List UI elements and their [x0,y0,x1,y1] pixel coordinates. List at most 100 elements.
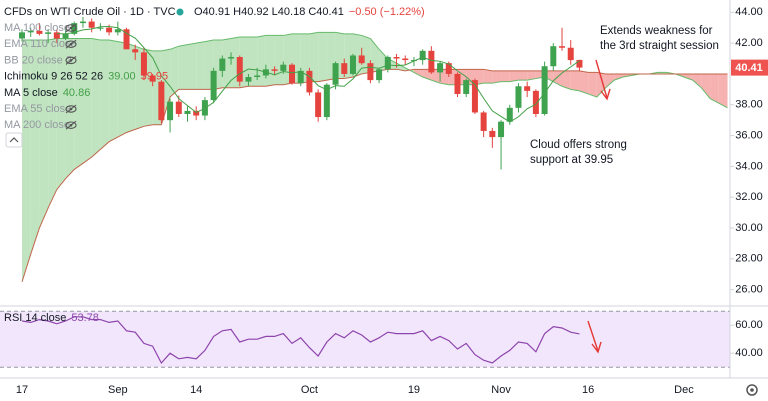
candle-body [236,56,243,82]
gear-center [750,388,754,392]
candle-body [167,101,174,121]
candle-body [254,75,261,78]
candle-body [471,80,478,113]
candle-body [550,46,557,67]
legend-entry: EMA 110 close [4,38,77,50]
visibility-toggle[interactable] [65,39,77,49]
annotation: the 3rd straight session [600,40,719,52]
visibility-toggle[interactable] [65,23,77,33]
candle-body [419,50,426,61]
visibility-toggle[interactable] [65,55,77,65]
x-tick-label: Nov [491,384,511,396]
candle-body [88,21,95,28]
y-tick-label: 34.00 [735,160,763,172]
annotation: Extends weakness for [600,25,713,37]
candle-body [567,47,574,61]
eye-icon [65,24,77,32]
y-tick-label: 28.00 [735,253,763,265]
cloud-segment [126,43,136,133]
candle-body [376,69,383,81]
candle-body [53,32,60,39]
collapse-button[interactable] [5,132,23,148]
cloud-segment [82,38,92,164]
legend-value: 53.78 [71,312,99,324]
candle-body [297,70,304,84]
candle-body [349,55,356,74]
legend-name: MA 200 close [4,119,70,131]
candle-body [489,130,496,138]
candle-body [132,49,139,53]
settings-icon[interactable] [746,384,758,396]
y-tick-label: 36.00 [735,129,763,141]
candle-body [228,56,235,59]
candle-body [184,110,191,114]
candle-body [175,101,182,114]
cloud-segment [178,44,188,90]
legend-name: MA 5 close [4,87,58,99]
legend-entry: MA 200 close [4,119,70,131]
candle-body [19,32,25,39]
y-tick-label: 40.00 [735,347,763,359]
eye-slash [65,23,77,33]
candle-body [515,86,522,108]
candle-body [323,84,330,118]
legend-name: RSI 14 close [4,312,66,324]
legend-name: EMA 110 close [4,38,77,50]
candle-body [315,92,322,118]
candle-body [384,56,391,70]
rsi-band [0,311,730,368]
gear[interactable] [746,384,758,396]
candle-body [158,81,165,121]
legend-entry: BB 20 close 2 [4,54,72,66]
candle-body [367,63,374,81]
visibility-toggle[interactable] [65,104,77,114]
cloud-segment [117,41,127,138]
cloud-segment [274,35,284,85]
cloud-segment [48,38,57,208]
span-a-line [22,31,728,109]
ma-line [56,25,580,123]
cloud-segment [492,70,502,84]
candle-body [437,63,444,73]
candle-body [445,63,452,74]
cloud-segment [518,70,528,81]
cloud-segment [109,40,118,142]
eye-slash [65,120,77,130]
cloud-segment [431,69,441,84]
eye-slash [65,55,77,65]
cloud-segment [300,33,310,84]
x-tick-label: 19 [408,384,420,396]
visibility-toggle[interactable] [65,120,77,130]
rsi-legend: RSI 14 close 53.78 [4,312,99,324]
legend-value: 39.95 [141,71,169,83]
ohlc: O40.91 H40.92 L40.18 C40.41 [194,6,344,18]
cloud-segment [22,40,31,282]
candle-body [463,80,470,94]
candle-body [97,27,104,29]
cloud-segment [309,32,319,82]
eye-icon [65,40,77,48]
cloud-segment [170,46,179,98]
annotation: Cloud offers strong [530,139,627,151]
eye-icon [65,105,77,113]
x-tick-label: 17 [16,384,28,396]
change: −0.50 (−1.22%) [349,6,425,18]
last-price-tag [731,59,768,76]
legend-entry: MA 5 close 40.86 [4,87,90,99]
eye-slash [65,104,77,114]
candle-body [559,46,566,48]
eye-icon [65,121,77,129]
arrow [595,59,611,101]
candle-body [27,30,34,33]
candle-body [79,21,86,24]
cloud-segment [588,72,597,98]
legend-name: BB 20 close 2 [4,54,72,66]
cloud-segment [91,38,101,158]
candle-body [402,58,409,61]
cloud-segment [614,73,623,81]
candle-body [428,50,435,73]
candle-body [498,121,505,138]
candle-body [393,56,400,59]
y-tick-label: 38.00 [735,99,763,111]
